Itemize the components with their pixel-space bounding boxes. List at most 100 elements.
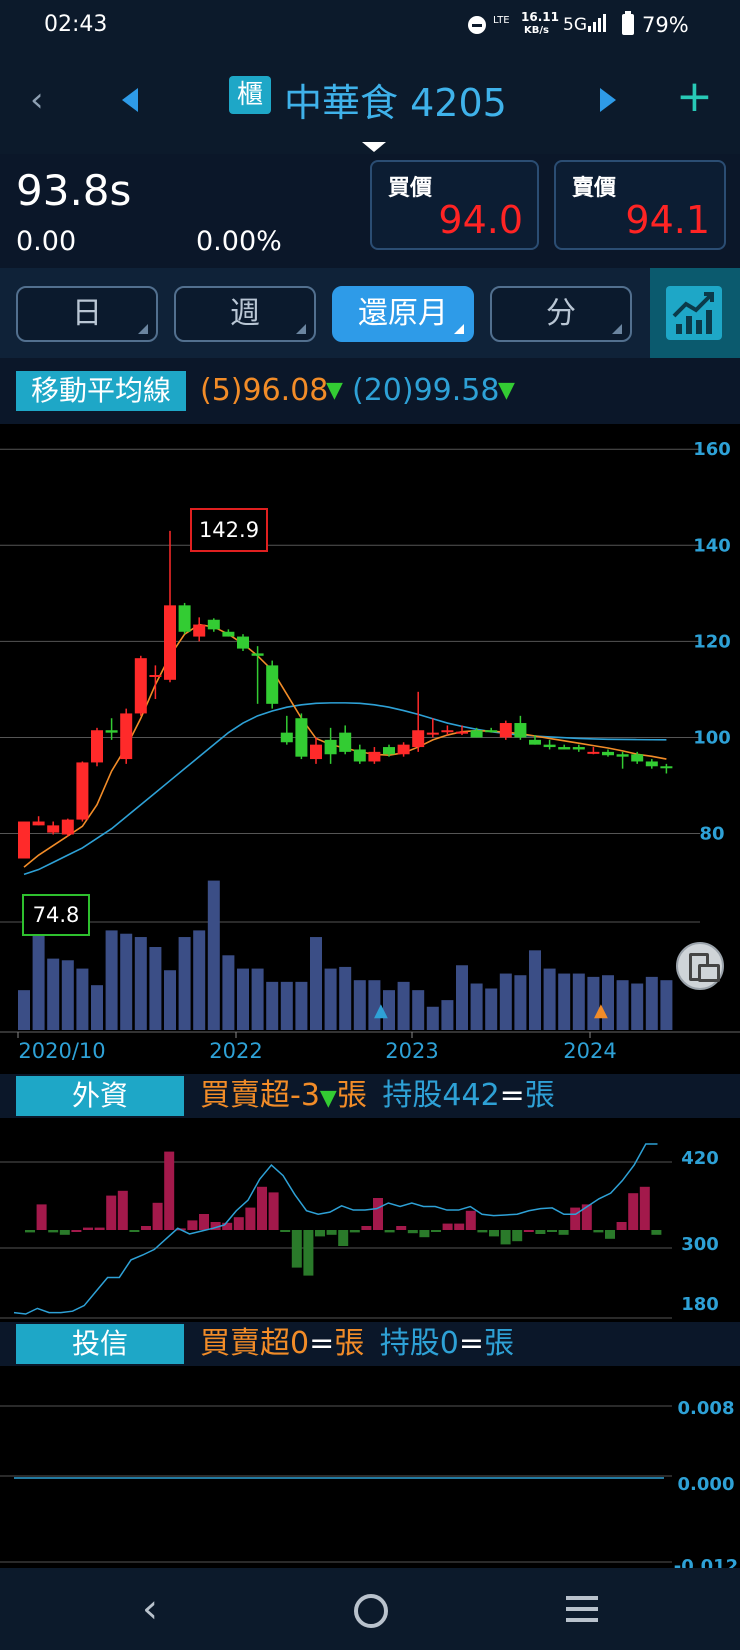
volume-bar [164,970,176,1030]
holding-line [13,1143,658,1315]
trust-buy-sell-label: 買賣超 [200,1326,290,1361]
net-buy-sell-bar [129,1230,140,1232]
candle-body [383,747,395,755]
ma-label[interactable]: 移動平均線 [16,371,186,411]
market-badge: 櫃 [229,76,271,114]
net-buy-sell-bar [25,1230,35,1233]
ask-box[interactable]: 賣價 94.1 [554,160,726,250]
net-buy-sell-bar [442,1223,453,1230]
net-buy-sell-bar [651,1230,662,1235]
lte-indicator: LTE [493,15,510,26]
net-buy-sell-bar [36,1204,47,1230]
candle-body [310,744,322,760]
volume-bar [91,985,103,1030]
net-buy-sell-bar [570,1207,581,1230]
net-buy-sell-bar [581,1204,592,1230]
nav-home-icon[interactable] [354,1594,388,1628]
candle-body [529,739,541,745]
foreign-holding-value: 442 [442,1078,500,1113]
candle-body [602,751,614,756]
ask-price: 94.1 [625,198,710,242]
net-buy-sell-bar [152,1202,163,1230]
volume-bar [660,980,673,1030]
status-bar: 02:43 LTE 16.11 KB/s 5G 79% [0,0,740,52]
foreign-chart[interactable]: 420 300 180 [0,1118,740,1320]
net-buy-sell-bar [303,1230,314,1276]
battery-percent: 79% [642,13,689,37]
net-buy-sell-bar [419,1230,430,1238]
net-buy-sell-bar [523,1230,534,1232]
candle-body [456,731,468,734]
candle-body [76,762,89,820]
volume-bar [207,880,220,1030]
ma20-value: (20)99.58 [352,373,500,408]
volume-bar [383,990,395,1030]
tab-week[interactable]: 週 [174,286,316,342]
nav-back-icon[interactable]: ‹ [142,1586,158,1632]
net-buy-sell-bar [500,1230,511,1245]
net-buy-sell-bar [465,1210,476,1230]
candle-body [222,631,235,637]
y-tick-label: 420 [681,1148,719,1169]
candle-body [631,754,644,762]
next-stock-icon[interactable] [600,88,616,112]
bid-label: 買價 [388,176,433,201]
candle-body [164,605,176,680]
candle-body [324,739,337,755]
candle-body [193,624,206,637]
marker-buy-2: ▲ [594,1000,608,1021]
high-annotation: 142.9 [190,508,268,552]
net-buy-sell-bar [547,1230,557,1232]
bid-box[interactable]: 買價 94.0 [370,160,539,250]
trust-chart[interactable]: 0.008 0.000 -0.012 [0,1366,740,1577]
candle-body [91,730,103,763]
candle-body [134,658,147,714]
volume-bar [18,990,30,1030]
y-tick-label: 120 [693,631,731,652]
net-buy-sell-bar [48,1230,59,1233]
rotate-screen-icon[interactable] [676,942,724,990]
y-tick-label: 180 [681,1294,719,1315]
net-buy-sell-bar [245,1207,256,1230]
volume-bar [543,968,556,1030]
expand-icon[interactable] [362,142,386,152]
previous-stock-icon[interactable] [122,88,138,112]
price-chart[interactable]: 160 140 120 100 80 2020/10 2022 2023 2024 142.9… [0,424,740,1070]
ma-bar: 移動平均線 (5)96.08 ▼ (20)99.58 ▼ [0,358,740,424]
net-buy-sell-bar [315,1230,325,1237]
chart-mode-button[interactable] [650,268,740,358]
tab-day[interactable]: 日 [16,286,158,342]
net-buy-sell-bar [431,1230,441,1232]
foreign-arrow: ▼ [319,1086,337,1111]
net-buy-sell-bar [593,1230,604,1233]
x-tick-label: 2022 [209,1039,262,1063]
volume-bar [61,960,74,1030]
volume-bar [470,983,483,1030]
foreign-investor-tag[interactable]: 外資 [16,1076,184,1116]
volume-bar [295,981,308,1030]
back-icon[interactable]: ‹ [30,80,44,120]
x-tick-label: 2024 [563,1039,616,1063]
trust-holding-value: 0 [439,1326,459,1361]
tab-minute[interactable]: 分 [490,286,632,342]
net-speed-value: 16.11 [521,10,559,24]
candle-body [251,653,264,656]
candle-body [237,636,249,649]
add-icon[interactable]: + [676,71,713,122]
net-buy-sell-bar [280,1230,291,1232]
candle-body [470,730,483,738]
tab-adjusted-month[interactable]: 還原月 [332,286,474,342]
nav-menu-icon[interactable] [566,1596,598,1622]
trust-tag[interactable]: 投信 [16,1324,184,1364]
net-buy-sell-bar [558,1230,569,1235]
net-buy-sell-bar [616,1222,627,1230]
stock-title[interactable]: 中華食 4205 [284,72,507,127]
net-speed-unit: KB/s [524,25,549,36]
ma5-arrow: ▼ [326,378,343,403]
volume-bar [529,950,541,1030]
volume-bar [645,976,658,1030]
volume-bar [47,958,60,1030]
ma5-value: (5)96.08 [200,373,329,408]
y-tick-label: 140 [693,535,731,556]
net-buy-sell-bar [210,1222,221,1230]
